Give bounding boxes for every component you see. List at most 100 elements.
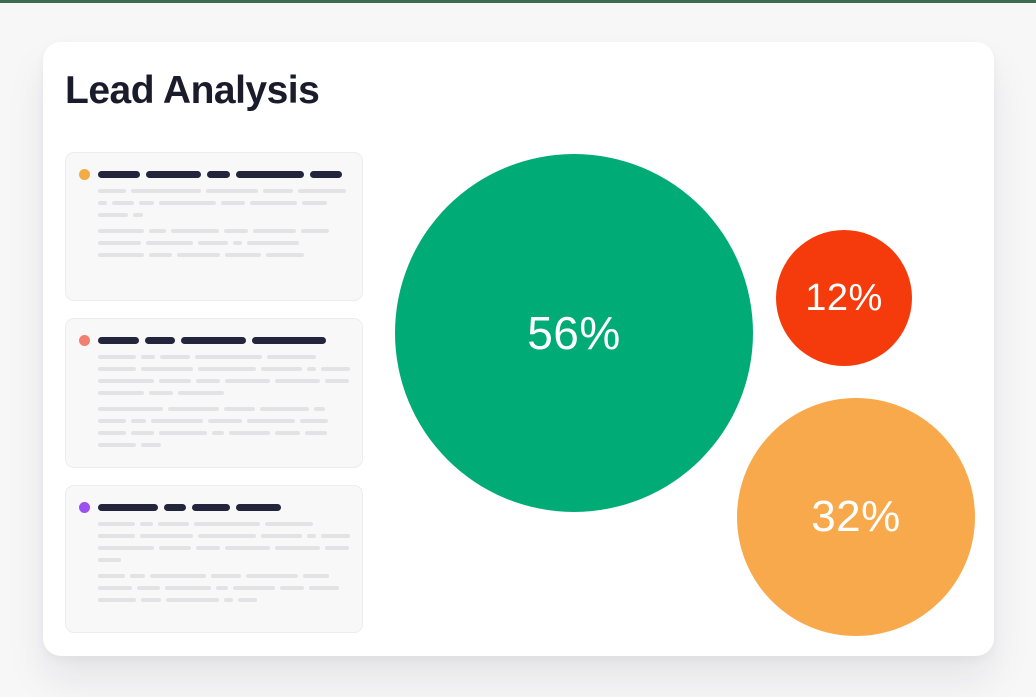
page-title: Lead Analysis	[65, 69, 320, 112]
skeleton-bar	[98, 574, 125, 578]
skeleton-bar	[165, 586, 211, 590]
skeleton-bar	[98, 337, 139, 344]
skeleton-row	[98, 391, 346, 395]
skeleton-bar	[98, 407, 163, 411]
skeleton-bar	[302, 201, 327, 205]
lead-title-skeleton	[98, 171, 346, 178]
lead-color-dot	[79, 169, 90, 180]
skeleton-bar	[300, 419, 328, 423]
skeleton-bar	[307, 367, 316, 371]
skeleton-row	[98, 241, 346, 245]
bubble-32-percent[interactable]: 32%	[737, 398, 975, 636]
skeleton-bar	[194, 522, 260, 526]
skeleton-bar	[263, 189, 293, 193]
skeleton-row	[98, 522, 346, 526]
skeleton-bar	[98, 171, 140, 178]
skeleton-bar	[98, 229, 144, 233]
skeleton-bar	[309, 586, 339, 590]
skeleton-bar	[207, 171, 230, 178]
skeleton-row	[98, 443, 346, 447]
skeleton-bar	[260, 407, 309, 411]
skeleton-bar	[325, 379, 349, 383]
skeleton-bar	[141, 443, 161, 447]
skeleton-bar	[225, 253, 261, 257]
skeleton-bar	[168, 407, 219, 411]
skeleton-bar	[145, 337, 175, 344]
skeleton-row	[98, 574, 346, 578]
lead-text-skeleton	[98, 407, 346, 447]
skeleton-bar	[224, 598, 233, 602]
skeleton-bar	[252, 337, 326, 344]
skeleton-bar	[158, 522, 189, 526]
skeleton-bar	[192, 504, 230, 511]
skeleton-row	[98, 534, 350, 538]
lead-analysis-card: Lead Analysis 56% 12% 32%	[43, 42, 994, 656]
skeleton-row	[98, 355, 346, 359]
skeleton-bar	[266, 253, 304, 257]
skeleton-bar	[150, 574, 206, 578]
skeleton-bar	[98, 598, 136, 602]
skeleton-row	[98, 229, 346, 233]
skeleton-bar	[98, 443, 136, 447]
skeleton-bar	[280, 586, 304, 590]
skeleton-bar	[196, 546, 220, 550]
skeleton-bar	[261, 367, 302, 371]
skeleton-bar	[141, 355, 155, 359]
lead-text-skeleton	[98, 189, 346, 217]
skeleton-row	[98, 586, 346, 590]
skeleton-bar	[137, 586, 160, 590]
lead-list-item[interactable]	[65, 152, 363, 301]
skeleton-bar	[131, 431, 154, 435]
skeleton-bar	[131, 189, 201, 193]
skeleton-bar	[141, 367, 193, 371]
skeleton-bar	[298, 189, 346, 193]
lead-list-item[interactable]	[65, 485, 363, 633]
skeleton-bar	[325, 546, 349, 550]
skeleton-row	[98, 431, 346, 435]
skeleton-bar	[98, 391, 144, 395]
lead-title-skeleton	[98, 504, 346, 511]
skeleton-bar	[301, 229, 329, 233]
lead-list-item[interactable]	[65, 318, 363, 468]
skeleton-bar	[98, 504, 158, 511]
bubble-56-percent[interactable]: 56%	[395, 154, 753, 512]
bubble-32-label: 32%	[811, 492, 901, 541]
lead-text-skeleton	[98, 355, 350, 395]
skeleton-bar	[212, 431, 224, 435]
skeleton-bar	[141, 598, 161, 602]
skeleton-bar	[98, 586, 132, 590]
skeleton-bar	[98, 241, 141, 245]
skeleton-bar	[247, 419, 295, 423]
skeleton-bar	[267, 355, 316, 359]
skeleton-row	[98, 379, 349, 383]
skeleton-bar	[195, 355, 262, 359]
skeleton-bar	[233, 241, 242, 245]
skeleton-bar	[196, 379, 220, 383]
skeleton-bar	[246, 574, 298, 578]
skeleton-bar	[211, 574, 241, 578]
skeleton-bar	[178, 391, 224, 395]
skeleton-bar	[225, 379, 270, 383]
skeleton-bar	[171, 229, 219, 233]
skeleton-bar	[159, 546, 191, 550]
skeleton-row	[98, 419, 346, 423]
skeleton-bar	[275, 546, 320, 550]
skeleton-bar	[198, 241, 228, 245]
skeleton-bar	[98, 558, 121, 562]
skeleton-bar	[159, 431, 207, 435]
skeleton-bar	[146, 241, 193, 245]
top-accent-bar	[0, 0, 1036, 3]
skeleton-bar	[98, 431, 126, 435]
skeleton-row	[98, 367, 350, 371]
skeleton-bar	[221, 201, 245, 205]
skeleton-bar	[140, 534, 193, 538]
skeleton-bar	[98, 546, 154, 550]
skeleton-bar	[225, 546, 270, 550]
bubble-12-percent[interactable]: 12%	[776, 230, 912, 366]
skeleton-bar	[321, 534, 350, 538]
skeleton-bar	[177, 253, 220, 257]
lead-text-skeleton	[98, 229, 346, 257]
skeleton-bar	[160, 355, 190, 359]
lead-list	[65, 152, 363, 633]
skeleton-bar	[139, 201, 154, 205]
